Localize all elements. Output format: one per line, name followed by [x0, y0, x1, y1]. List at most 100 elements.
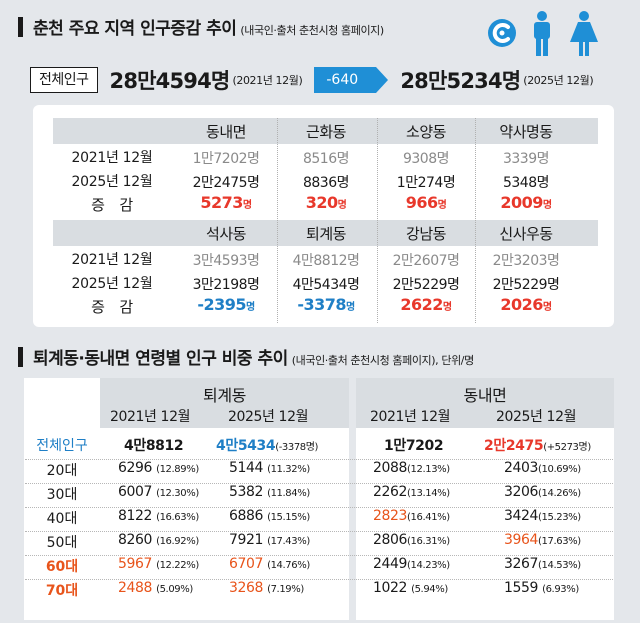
toegye-header — [100, 378, 349, 428]
change-value: 5273명 — [200, 193, 252, 212]
total-change-value: -640 — [326, 72, 359, 88]
toegye-col-2021: 2021년 12월 — [110, 409, 191, 425]
change-value: 966명 — [405, 193, 447, 212]
dongnae-2021-cell: 2088(12.13%) — [373, 460, 450, 476]
change-value: -2395명 — [197, 295, 255, 314]
district-name-toegye: 퇴계동 — [306, 225, 346, 243]
population-logo-icon — [488, 11, 598, 56]
toegye-2025-cell: 5382 (11.84%) — [229, 484, 310, 500]
dongnae-2025-cell: 3206(14.26%) — [504, 484, 581, 500]
toegye-2021-cell: 6007 (12.30%) — [118, 484, 199, 500]
dongnae-2021-cell: 2449(14.23%) — [373, 556, 450, 572]
woman-icon — [570, 11, 598, 56]
dongnae-header — [356, 378, 614, 428]
man-icon — [534, 11, 550, 56]
row-label-diff: 증 감 — [91, 298, 133, 316]
age-row-label: 40대 — [46, 511, 78, 527]
main-title-row: 춘천 주요 지역 인구증감 추이 (내국인·출처 춘천시청 홈페이지) — [18, 14, 384, 39]
toegye-2025-cell: 5144 (11.32%) — [229, 460, 310, 476]
section2-source: (내국인·출처 춘천시청 홈페이지), 단위/명 — [291, 354, 474, 367]
value-2021: 2만2607명 — [392, 253, 460, 269]
toegye-2021-cell: 5967 (12.22%) — [118, 556, 199, 572]
change-value: 2026명 — [500, 295, 552, 314]
toegye-2025-cell: 3268 (7.19%) — [229, 580, 304, 596]
section2-title-row: 퇴계동·동내면 연령별 인구 비중 추이 (내국인·출처 춘천시청 홈페이지),… — [18, 344, 474, 369]
change-value: 320명 — [305, 193, 347, 212]
value-2025: 2만2475명 — [192, 175, 260, 191]
age-row-label: 30대 — [46, 487, 78, 503]
toegye-2021-cell: 8260 (16.92%) — [118, 532, 199, 548]
value-2025: 4만5434명 — [292, 277, 360, 293]
value-2025: 2만5229명 — [492, 277, 560, 293]
toegye-2021-cell: 6296 (12.89%) — [118, 460, 199, 476]
main-title: 춘천 주요 지역 인구증감 추이 — [33, 19, 237, 39]
value-2021: 3만4593명 — [192, 253, 260, 269]
dongnae-2025-cell: 3267(14.53%) — [504, 556, 581, 572]
dongnae-2025-total: 2만2475(+5273명) — [484, 438, 591, 454]
column-separator — [277, 118, 278, 323]
row-divider — [25, 507, 613, 508]
column-separator — [377, 118, 378, 323]
row-label-diff: 증 감 — [91, 196, 133, 214]
change-value: 2622명 — [400, 295, 452, 314]
dongnae-title: 동내면 — [463, 386, 507, 405]
main-title-source: (내국인·출처 춘천시청 홈페이지) — [240, 24, 384, 37]
row-divider — [25, 459, 613, 460]
column-separator — [475, 118, 476, 323]
age-row-label: 60대 — [45, 559, 79, 575]
toegye-col-2025: 2025년 12월 — [228, 409, 309, 425]
table1-header-row-2 — [53, 220, 598, 246]
district-name-soyang: 소양동 — [406, 123, 446, 141]
dongnae-2021-cell: 2262(13.14%) — [373, 484, 450, 500]
dongnae-2021-cell: 1022 (5.94%) — [373, 580, 448, 596]
age-row-label: 50대 — [46, 535, 78, 551]
toegye-2021-cell: 2488 (5.09%) — [118, 580, 193, 596]
dongnae-2025-cell: 1559 (6.93%) — [504, 580, 579, 596]
toegye-title: 퇴계동 — [203, 386, 246, 405]
row-divider — [25, 531, 613, 532]
total-2025-date: (2025년 12월) — [523, 74, 594, 87]
value-2021: 4만8812명 — [292, 253, 360, 269]
district-name-yaksamyeong: 약사명동 — [499, 123, 553, 141]
toegye-2025-total: 4만5434(-3378명) — [216, 438, 319, 454]
value-2025: 8836명 — [302, 175, 350, 191]
district-name-dongnae: 동내면 — [206, 123, 246, 141]
row-divider — [25, 483, 613, 484]
change-value: 2009명 — [500, 193, 552, 212]
district-name-sinsau: 신사우동 — [499, 225, 553, 243]
value-2021: 2만3203명 — [492, 253, 560, 269]
value-2025: 3만2198명 — [192, 277, 260, 293]
section2-title: 퇴계동·동내면 연령별 인구 비중 추이 — [33, 349, 288, 369]
value-2025: 1만274명 — [396, 175, 456, 191]
dongnae-2025-cell: 2403(10.69%) — [504, 460, 581, 476]
row-label-2021: 2021년 12월 — [71, 150, 153, 166]
value-2025: 5348명 — [502, 175, 550, 191]
value-2025: 2만5229명 — [392, 277, 460, 293]
toegye-2025-cell: 6707 (14.76%) — [229, 556, 310, 572]
total-population-row: 전체인구 28만4594명 (2021년 12월) -640 28만5234명 … — [30, 66, 594, 94]
total-2025-value: 28만5234명 — [400, 69, 521, 93]
dongnae-2021-cell: 2823(16.41%) — [373, 508, 450, 524]
toegye-2025-cell: 6886 (15.15%) — [229, 508, 310, 524]
change-arrow-badge: -640 — [314, 67, 389, 93]
value-2021: 1만7202명 — [192, 151, 260, 167]
age-row-label: 20대 — [46, 463, 78, 479]
dongnae-col-2021: 2021년 12월 — [370, 409, 451, 425]
table1-header-row-1 — [53, 118, 598, 144]
title-bar — [18, 346, 23, 367]
district-name-gangnam: 강남동 — [406, 225, 446, 243]
value-2021: 9308명 — [402, 151, 450, 167]
dongnae-2025-cell: 3964(17.63%) — [504, 532, 581, 548]
row-label-2025: 2025년 12월 — [71, 276, 153, 292]
value-2021: 8516명 — [302, 151, 350, 167]
title-bar — [18, 16, 23, 37]
chuncheon-c-logo-icon — [488, 19, 516, 47]
age-row-label: 전체인구 — [36, 438, 88, 454]
dongnae-col-2025: 2025년 12월 — [496, 409, 577, 425]
toegye-2021-total: 4만8812 — [124, 438, 184, 454]
total-population-label: 전체인구 — [30, 67, 98, 93]
dongnae-2025-cell: 3424(15.23%) — [504, 508, 581, 524]
dongnae-2021-cell: 2806(16.31%) — [373, 532, 450, 548]
district-name-seoksa: 석사동 — [206, 225, 246, 243]
age-row-label: 70대 — [45, 583, 79, 599]
